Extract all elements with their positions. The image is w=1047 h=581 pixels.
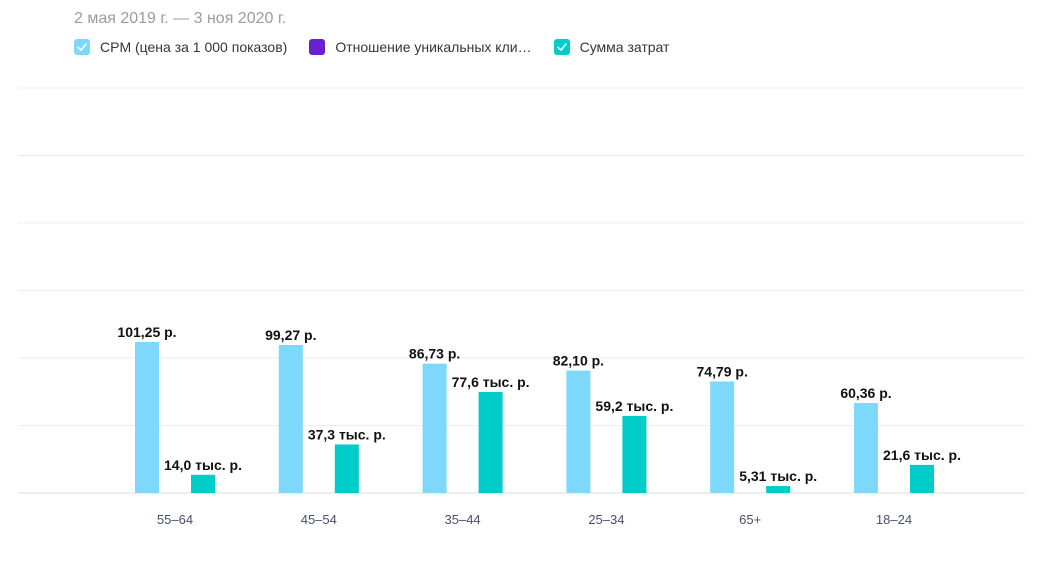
x-tick-label: 65+	[739, 512, 761, 527]
bar-spend[interactable]	[910, 464, 934, 493]
bar-value-label: 60,36 р.	[840, 385, 891, 401]
bar-spend[interactable]	[191, 474, 215, 493]
bar-cpm[interactable]	[710, 381, 735, 493]
legend-checkbox-unique-clients[interactable]	[309, 39, 326, 55]
chart-legend: CPM (цена за 1 000 показов) Отношение ун…	[74, 39, 691, 55]
check-icon	[556, 43, 567, 51]
bar-spend[interactable]	[622, 415, 647, 493]
bar-value-label: 5,31 тыс. р.	[739, 468, 817, 484]
bar-spend[interactable]	[766, 486, 791, 493]
bar-cpm[interactable]	[135, 342, 159, 493]
bar-value-label: 74,79 р.	[697, 363, 748, 379]
bar-value-label: 59,2 тыс. р.	[595, 398, 673, 414]
x-tick-label: 55–64	[157, 512, 193, 527]
x-tick-label: 18–24	[876, 512, 912, 527]
bar-value-label: 82,10 р.	[553, 353, 604, 369]
bar-value-label: 101,25 р.	[117, 324, 176, 340]
bar-spend[interactable]	[334, 444, 359, 493]
x-tick-label: 35–44	[445, 512, 481, 527]
bar-cpm[interactable]	[566, 370, 591, 493]
date-range: 2 мая 2019 г. — 3 ноя 2020 г.	[74, 10, 287, 27]
bar-value-label: 14,0 тыс. р.	[164, 457, 242, 473]
legend-label-unique-clients: Отношение уникальных кли…	[335, 39, 532, 55]
bar-spend[interactable]	[478, 392, 503, 493]
legend-label-spend: Сумма затрат	[579, 39, 670, 55]
bar-value-label: 86,73 р.	[409, 346, 460, 362]
legend-item-unique-clients[interactable]: Отношение уникальных кли…	[309, 39, 532, 55]
bar-cpm[interactable]	[422, 363, 447, 493]
x-tick-label: 45–54	[301, 512, 337, 527]
legend-checkbox-spend[interactable]	[553, 39, 570, 55]
bar-value-label: 21,6 тыс. р.	[883, 447, 961, 463]
bar-value-label: 77,6 тыс. р.	[452, 374, 530, 390]
legend-item-spend[interactable]: Сумма затрат	[553, 39, 670, 55]
x-tick-label: 25–34	[588, 512, 624, 527]
check-icon	[77, 43, 87, 51]
legend-item-cpm[interactable]: CPM (цена за 1 000 показов)	[74, 39, 287, 55]
bar-cpm[interactable]	[854, 402, 878, 493]
legend-label-cpm: CPM (цена за 1 000 показов)	[100, 39, 288, 55]
bar-cpm[interactable]	[278, 344, 303, 493]
legend-checkbox-cpm[interactable]	[74, 39, 90, 55]
bar-value-label: 37,3 тыс. р.	[308, 426, 386, 442]
bar-value-label: 99,27 р.	[265, 327, 316, 343]
